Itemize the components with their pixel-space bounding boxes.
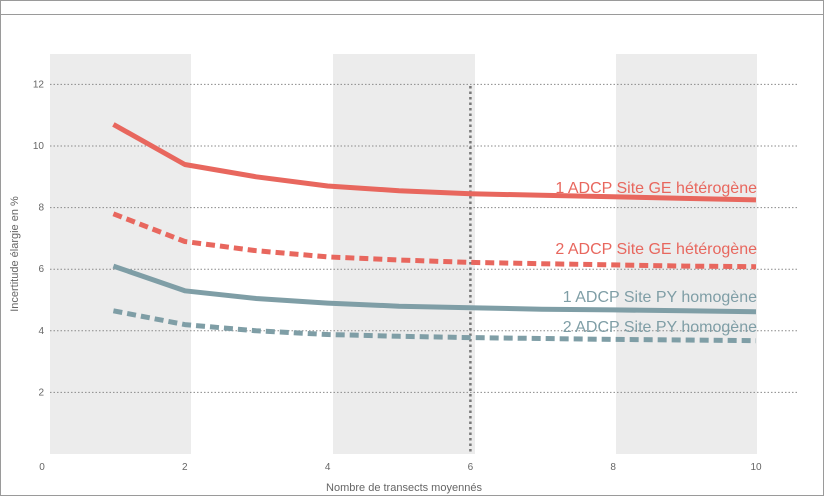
chart-top-border [0,0,824,15]
series-line [112,263,757,315]
y-tick-label: 6 [38,264,44,275]
x-tick-labels: 0 2 4 6 8 10 [39,462,762,473]
gridlines [50,83,799,393]
y-tick-label: 2 [38,387,44,398]
background-band [616,54,757,454]
series-line [112,122,757,203]
x-axis-title: Nombre de transects moyennés [326,482,482,494]
series-label: 2 ADCP Site GE hétérogène [555,241,757,258]
series-labels: 1 ADCP Site GE hétérogène 2 ADCP Site GE … [555,180,757,336]
y-axis-title: Incertitude élargie en % [9,196,21,312]
background-band [50,54,191,454]
background-band [333,54,475,454]
x-tick-label: 2 [182,462,188,473]
background-bands [50,54,757,454]
x-tick-label: 6 [468,462,474,473]
y-tick-label: 8 [38,203,44,214]
y-tick-label: 4 [38,326,44,337]
y-tick-label: 12 [33,79,45,90]
series-line [112,308,757,344]
x-tick-label: 8 [610,462,616,473]
y-tick-labels: 2 4 6 8 10 12 [33,79,45,398]
series-line [112,211,757,270]
x-tick-label: 10 [750,462,762,473]
x-tick-label: 0 [39,462,45,473]
y-tick-label: 10 [33,141,45,152]
series-label: 2 ADCP Site PY homogène [563,319,757,336]
series-label: 1 ADCP Site GE hétérogène [555,180,757,197]
series-label: 1 ADCP Site PY homogène [563,289,757,306]
series-lines [112,122,757,344]
x-tick-label: 4 [325,462,331,473]
